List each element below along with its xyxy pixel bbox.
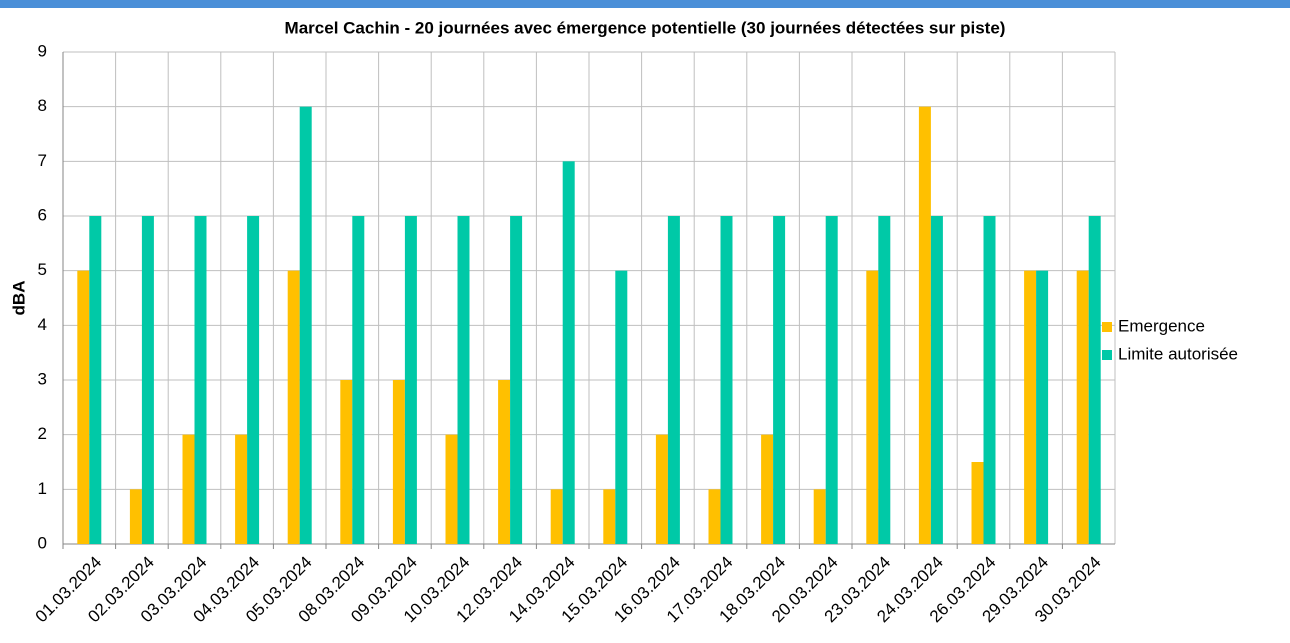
y-tick-label: 5: [38, 260, 47, 279]
bar: [708, 489, 721, 544]
bar: [194, 216, 207, 544]
bar: [615, 270, 628, 544]
bar: [825, 216, 838, 544]
bar: [930, 216, 943, 544]
bar: [918, 106, 931, 545]
bar: [773, 216, 786, 544]
legend-swatch: [1102, 322, 1112, 332]
y-tick-label: 7: [38, 151, 47, 170]
chart-title: Marcel Cachin - 20 journées avec émergen…: [285, 18, 1006, 37]
y-tick-label: 6: [38, 205, 47, 224]
bar: [510, 216, 523, 544]
bar: [498, 380, 511, 544]
bar: [761, 434, 774, 544]
bar: [77, 270, 90, 544]
y-tick-label: 8: [38, 96, 47, 115]
bar: [983, 216, 996, 544]
y-tick-label: 1: [38, 479, 47, 498]
bar: [89, 216, 102, 544]
bar: [182, 434, 195, 544]
y-axis-label: dBA: [9, 281, 28, 316]
legend-swatch: [1102, 350, 1112, 360]
bar: [457, 216, 470, 544]
y-tick-label: 0: [38, 533, 47, 552]
bar: [352, 216, 365, 544]
bar: [287, 270, 300, 544]
bar: [971, 462, 984, 544]
bar: [813, 489, 826, 544]
bar: [878, 216, 891, 544]
bar: [1088, 216, 1101, 544]
bar: [603, 489, 616, 544]
bar: [550, 489, 563, 544]
bar: [299, 106, 312, 545]
bar: [667, 216, 680, 544]
bar: [562, 161, 575, 545]
y-tick-label: 4: [38, 315, 47, 334]
y-tick-label: 9: [38, 41, 47, 60]
bar: [247, 216, 260, 544]
bar: [866, 270, 879, 544]
bar: [235, 434, 248, 544]
bar: [392, 380, 405, 544]
legend-label: Emergence: [1118, 316, 1205, 335]
bar: [1076, 270, 1089, 544]
bar: [1036, 270, 1049, 544]
bar: [129, 489, 142, 544]
bar: [141, 216, 154, 544]
bar: [655, 434, 668, 544]
y-tick-label: 2: [38, 424, 47, 443]
legend-label: Limite autorisée: [1118, 344, 1238, 363]
y-tick-label: 3: [38, 369, 47, 388]
bar: [404, 216, 417, 544]
bar: [445, 434, 458, 544]
bar: [1024, 270, 1037, 544]
bar: [720, 216, 733, 544]
bar: [340, 380, 353, 544]
window-bar: [0, 0, 1290, 8]
